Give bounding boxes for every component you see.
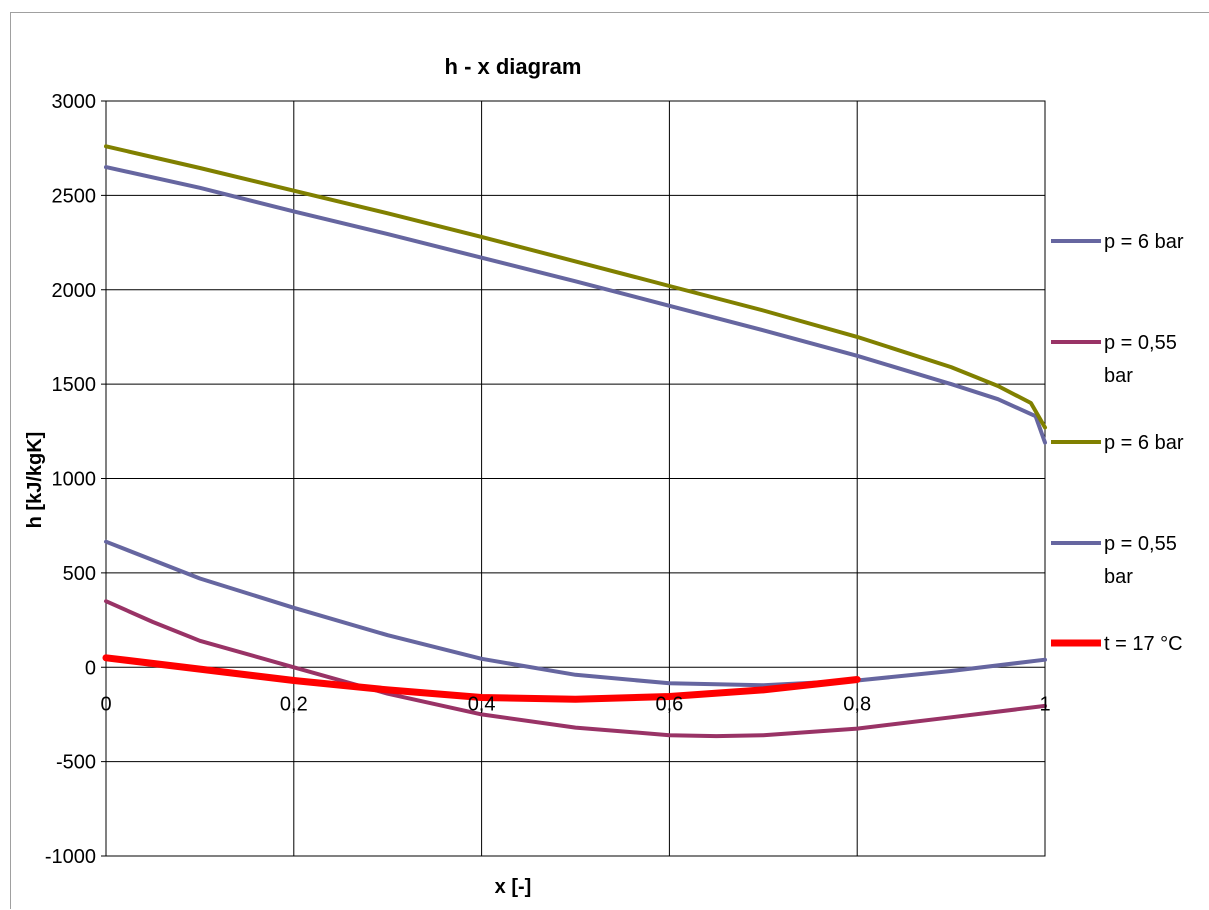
legend-label: t = 17 °C bbox=[1104, 633, 1183, 655]
legend-item-3: p = 6 bar bbox=[1051, 432, 1184, 454]
x-tick-label: 1 bbox=[1039, 693, 1050, 715]
legend-label: p = 6 bar bbox=[1104, 432, 1184, 454]
legend-item-4: p = 0,55 bar bbox=[1051, 533, 1177, 588]
y-tick-label: 1000 bbox=[52, 469, 97, 491]
y-tick-label: 2500 bbox=[52, 185, 97, 207]
x-tick-label: 0,2 bbox=[280, 693, 308, 715]
y-axis-label: h [kJ/kgK] bbox=[24, 432, 46, 529]
legend-item-2: p = 0,55 bar bbox=[1051, 332, 1177, 387]
legend: p = 6 bar p = 0,55 bar p = 6 bar p = 0,55 bar… bbox=[1051, 231, 1184, 655]
legend-label: bar bbox=[1104, 365, 1133, 387]
y-tick-label: 500 bbox=[63, 563, 96, 585]
x-tick-label: 0 bbox=[100, 693, 111, 715]
series-layer bbox=[102, 144, 1047, 739]
series-line-3 bbox=[104, 144, 1047, 430]
chart-area: 3000 2500 2000 1500 1000 500 0 -500 -1000 0 0,2 0,4… bbox=[10, 12, 1209, 909]
legend-item-5: t = 17 °C bbox=[1051, 633, 1183, 655]
tick-labels: 3000 2500 2000 1500 1000 500 0 -500 -1000 0 0,2 0,4… bbox=[45, 91, 1051, 868]
legend-label: p = 0,55 bbox=[1104, 533, 1177, 555]
y-tick-label: 2000 bbox=[52, 280, 97, 302]
legend-label: bar bbox=[1104, 566, 1133, 588]
legend-label: p = 6 bar bbox=[1104, 231, 1184, 253]
series-line-1 bbox=[104, 165, 1047, 445]
chart-title: h - x diagram bbox=[445, 54, 582, 79]
grid bbox=[101, 100, 1046, 857]
chart-svg: 3000 2500 2000 1500 1000 500 0 -500 -1000 0 0,2 0,4… bbox=[24, 54, 1184, 898]
x-tick-label: 0,4 bbox=[468, 693, 496, 715]
y-tick-label: 0 bbox=[85, 657, 96, 679]
y-tick-label: -500 bbox=[56, 752, 96, 774]
series-line-4 bbox=[104, 539, 1047, 688]
y-tick-label: 3000 bbox=[52, 91, 97, 113]
y-tick-label: 1500 bbox=[52, 374, 97, 396]
y-tick-label: -1000 bbox=[45, 846, 96, 868]
legend-item-1: p = 6 bar bbox=[1051, 231, 1184, 253]
legend-label: p = 0,55 bbox=[1104, 332, 1177, 354]
x-tick-label: 0,8 bbox=[843, 693, 871, 715]
series-line-2 bbox=[104, 599, 1047, 739]
x-axis-label: x [-] bbox=[495, 876, 532, 898]
x-tick-label: 0,6 bbox=[655, 693, 683, 715]
series-line-5 bbox=[102, 654, 861, 703]
